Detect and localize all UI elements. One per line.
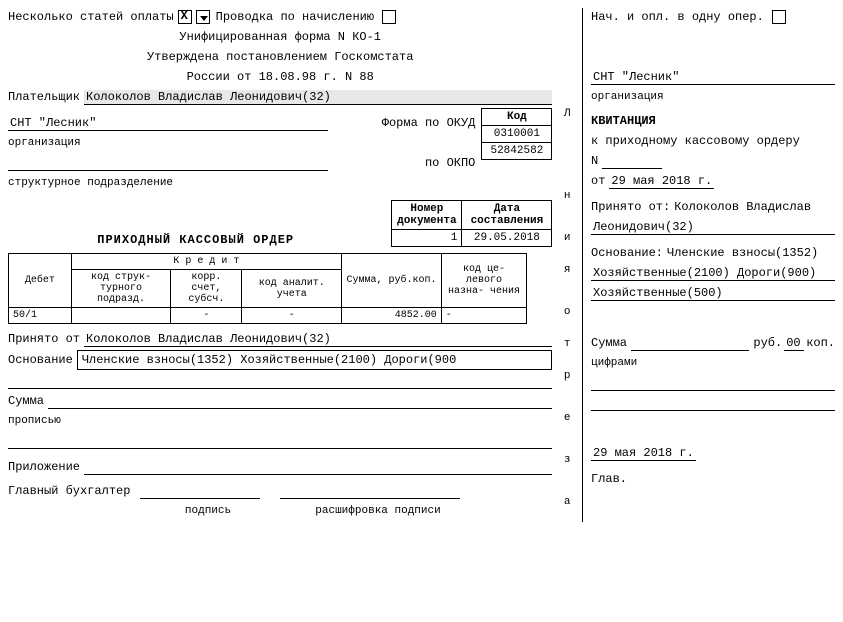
multi-pay-checkbox[interactable] [178,10,192,24]
r-received-label: Принято от: [591,200,670,214]
target-val: - [441,308,526,324]
multi-pay-dropdown[interactable] [196,10,210,24]
posting-checkbox[interactable] [382,10,396,24]
c2-head: корр. счет, субсч. [171,270,242,308]
r-basis-1: Членские взносы(1352) [667,246,818,260]
r-basis-label: Основание: [591,246,663,260]
num-head: Номер документа [392,201,462,230]
debit-head: Дебет [9,254,72,308]
cut-line-letters: Л н и я о т р е з а [560,8,574,522]
one-oper-label: Нач. и опл. в одну опер. [591,10,764,24]
posting-label: Проводка по начислению [216,10,374,24]
r-date2: 29 мая 2018 г. [591,446,696,461]
decode-line [280,484,460,499]
sum-head: Сумма, руб.коп. [342,254,442,308]
sum-label: Сумма [8,394,44,408]
okpo-value: 52842582 [482,143,552,160]
payer-label: Плательщик [8,90,80,104]
receipt-number [602,154,662,169]
words-label: прописью [8,415,61,427]
cut-letter: н [564,190,571,202]
receipt-date: 29 мая 2018 г. [609,174,714,189]
r-sum-label: Сумма [591,336,627,350]
doc-number-table: Номер документа Дата составления 1 29.05… [391,200,552,247]
r-basis-3: Хозяйственные(500) [591,286,835,301]
from-label: от [591,174,605,188]
credit-head: К р е д и т [71,254,342,270]
form-line2: Утверждена постановлением Госкомстата [147,50,413,64]
one-oper-checkbox[interactable] [772,10,786,24]
form-line3: России от 18.08.98 г. N 88 [187,70,374,84]
kop-label: коп. [806,336,835,350]
r-chief-short: Глав. [591,472,627,486]
receipt-title: КВИТАНЦИЯ [591,114,656,128]
cut-letter: з [564,454,571,466]
org-name: СНТ "Лесник" [8,116,328,131]
multi-pay-label: Несколько статей оплаты [8,10,174,24]
cut-letter: Л [564,108,571,120]
c3-head: код аналит. учета [242,270,342,308]
receipt-panel: Нач. и опл. в одну опер. СНТ "Лесник" ор… [582,8,835,522]
doc-date: 29.05.2018 [462,230,552,247]
r-sum-words-2 [591,396,835,411]
subdiv-label: структурное подразделение [8,177,173,189]
doc-number: 1 [392,230,462,247]
cut-letter: и [564,232,571,244]
received-label: Принято от [8,332,80,346]
r-sum-words-1 [591,376,835,391]
sum-input[interactable] [48,394,552,409]
order-title: ПРИХОДНЫЙ КАССОВЫЙ ОРДЕР [8,233,383,247]
cut-letter: т [564,338,571,350]
received-value: Колоколов Владислав Леонидович(32) [84,332,552,347]
basis-label: Основание [8,353,73,367]
c3-val: - [242,308,342,324]
sum-val: 4852.00 [342,308,442,324]
sum-line2 [8,434,552,449]
attachment-input[interactable] [84,460,552,475]
sign-line [140,484,260,499]
decode-label: расшифровка подписи [288,505,468,517]
basis-input[interactable]: Членские взносы(1352) Хозяйственные(2100… [77,350,553,370]
org-label: организация [8,137,81,149]
c1-val [71,308,171,324]
date-head: Дата составления [462,201,552,230]
sign-label: подпись [148,505,268,517]
cut-letter: р [564,370,571,382]
basis-line2 [8,374,552,389]
cut-letter: я [564,264,571,276]
receipt-org-label: организация [591,91,664,103]
code-head: Код [482,109,552,126]
credit-table: Дебет К р е д и т Сумма, руб.коп. код це… [8,253,552,324]
subdiv-input[interactable] [8,156,328,171]
debit-val: 50/1 [9,308,72,324]
r-basis-2: Хозяйственные(2100) Дороги(900) [591,266,835,281]
target-head: код це- левого назна- чения [441,254,526,308]
rub-label: руб. [753,336,782,350]
to-order-label: к приходному кассовому ордеру [591,134,800,148]
cut-letter: е [564,412,571,424]
cut-letter: а [564,496,571,508]
payer-input[interactable]: Колоколов Владислав Леонидович(32) [84,90,552,105]
r-sum-rub [631,336,749,351]
chief-acc-label: Главный бухгалтер [8,484,130,498]
attachment-label: Приложение [8,460,80,474]
okud-label: Форма по ОКУД [382,116,476,130]
order-panel: Несколько статей оплаты Проводка по начи… [8,8,552,522]
cut-letter: о [564,306,571,318]
r-received-name-2: Леонидович(32) [591,220,835,235]
form-line1: Унифицированная форма N КО-1 [179,30,381,44]
n-label: N [591,154,598,168]
digits-label: цифрами [591,357,637,369]
codes-table: Код 0310001 52842582 [481,108,552,160]
r-received-name-1: Колоколов Владислав [674,200,811,214]
r-sum-kop: 00 [784,336,804,351]
c2-val: - [171,308,242,324]
okpo-label: по ОКПО [425,156,475,170]
c1-head: код струк- турного подразд. [71,270,171,308]
okud-value: 0310001 [482,126,552,143]
receipt-org: СНТ "Лесник" [591,70,835,85]
